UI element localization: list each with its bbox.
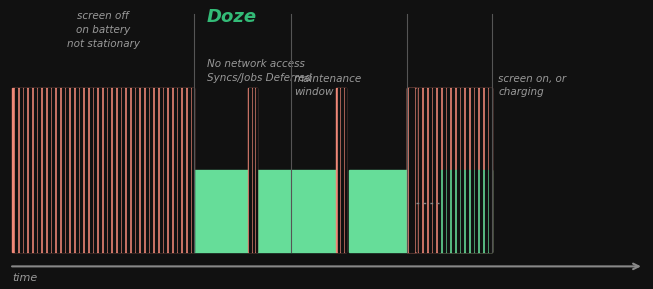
Bar	[61, 88, 64, 252]
Bar	[183, 88, 185, 252]
Bar	[15, 88, 17, 252]
Bar	[52, 88, 54, 252]
Bar	[452, 88, 454, 252]
Bar	[428, 88, 431, 252]
Bar	[29, 88, 31, 252]
Bar	[155, 88, 157, 252]
Bar	[99, 88, 101, 252]
Bar	[108, 88, 110, 252]
Bar	[122, 88, 124, 252]
Bar	[439, 170, 492, 252]
Bar	[48, 88, 50, 252]
Bar	[89, 88, 91, 252]
Bar	[253, 88, 254, 252]
Text: No network access
Syncs/Jobs Deferred: No network access Syncs/Jobs Deferred	[207, 60, 311, 84]
Text: time: time	[12, 273, 38, 284]
Bar	[136, 88, 138, 252]
Text: screen off
on battery
not stationary: screen off on battery not stationary	[67, 11, 140, 49]
Text: Doze: Doze	[207, 8, 257, 27]
Bar	[20, 88, 22, 252]
Bar	[24, 88, 27, 252]
Bar	[413, 88, 414, 252]
Bar	[349, 170, 407, 252]
Bar	[150, 88, 152, 252]
Bar	[434, 88, 436, 252]
Bar	[249, 88, 251, 252]
Bar	[485, 88, 486, 252]
Bar	[407, 88, 416, 252]
Bar	[256, 88, 257, 252]
Text: screen on, or
charging: screen on, or charging	[498, 74, 566, 97]
Bar	[338, 88, 340, 252]
Bar	[407, 88, 492, 252]
Bar	[57, 88, 59, 252]
Text: maintenance
window: maintenance window	[294, 74, 362, 97]
Bar	[443, 88, 445, 252]
Bar	[410, 88, 412, 252]
Bar	[194, 170, 247, 252]
Bar	[39, 88, 40, 252]
Bar	[187, 88, 189, 252]
Bar	[247, 88, 257, 252]
Bar	[164, 88, 167, 252]
Bar	[159, 88, 162, 252]
Bar	[475, 88, 477, 252]
Bar	[471, 88, 473, 252]
Bar	[113, 88, 115, 252]
Bar	[34, 88, 36, 252]
Bar	[141, 88, 143, 252]
Bar	[132, 88, 134, 252]
Bar	[94, 88, 97, 252]
Bar	[456, 88, 458, 252]
Bar	[71, 88, 73, 252]
Bar	[461, 88, 464, 252]
Bar	[174, 88, 176, 252]
Bar	[447, 88, 449, 252]
Bar	[43, 88, 45, 252]
Bar	[336, 88, 346, 252]
Bar	[169, 88, 171, 252]
Bar	[85, 88, 87, 252]
Bar	[415, 88, 417, 252]
Bar	[12, 88, 194, 252]
Bar	[67, 88, 69, 252]
Bar	[76, 88, 78, 252]
Bar	[127, 88, 129, 252]
Bar	[257, 170, 336, 252]
Bar	[118, 88, 119, 252]
Bar	[424, 88, 426, 252]
Bar	[192, 88, 194, 252]
Bar	[345, 88, 346, 252]
Bar	[489, 88, 491, 252]
Bar	[146, 88, 148, 252]
Bar	[104, 88, 106, 252]
Bar	[80, 88, 82, 252]
Bar	[178, 88, 180, 252]
Bar	[466, 88, 468, 252]
Bar	[480, 88, 482, 252]
Bar	[438, 88, 440, 252]
Bar	[419, 88, 421, 252]
Bar	[409, 88, 411, 252]
Bar	[342, 88, 343, 252]
